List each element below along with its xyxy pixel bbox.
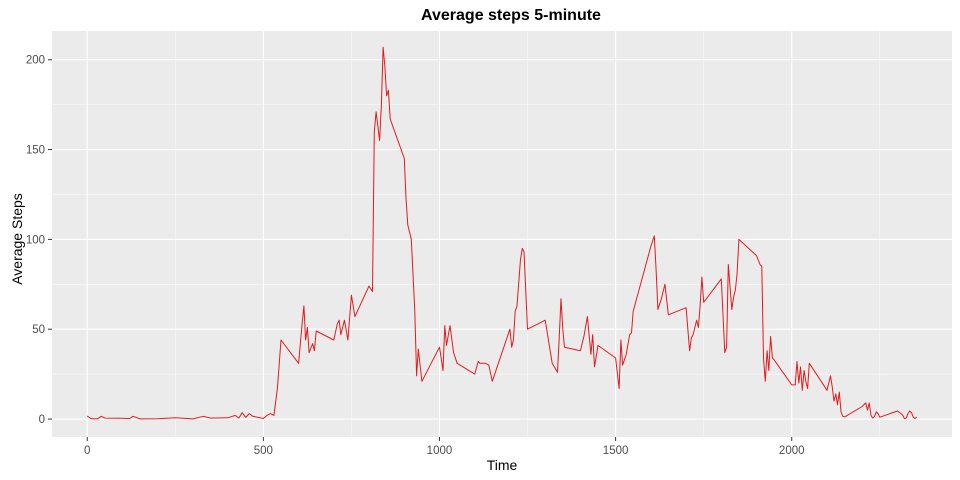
- grid-major-lines: [52, 31, 952, 437]
- y-tick-label: 200: [26, 55, 45, 67]
- x-tick-label: 0: [84, 445, 90, 457]
- x-axis-ticks: 0 500 1000 1500 2000: [84, 437, 805, 457]
- series-line: [86, 46, 918, 420]
- y-tick-label: 0: [39, 414, 45, 426]
- y-axis-ticks: 0 50 100 150 200: [26, 55, 52, 426]
- x-axis-label: Time: [487, 457, 518, 473]
- plot-panel: [52, 31, 952, 437]
- x-tick-label: 1000: [427, 445, 453, 457]
- x-tick-label: 2000: [779, 445, 805, 457]
- y-tick-label: 100: [26, 234, 45, 246]
- x-tick-label: 500: [254, 445, 273, 457]
- y-tick-label: 50: [32, 324, 45, 336]
- y-tick-label: 150: [26, 145, 45, 157]
- y-axis-label: Average Steps: [9, 193, 25, 285]
- grid-minor-lines: [52, 31, 952, 437]
- x-tick-label: 1500: [603, 445, 629, 457]
- chart-title: Average steps 5-minute: [421, 7, 601, 24]
